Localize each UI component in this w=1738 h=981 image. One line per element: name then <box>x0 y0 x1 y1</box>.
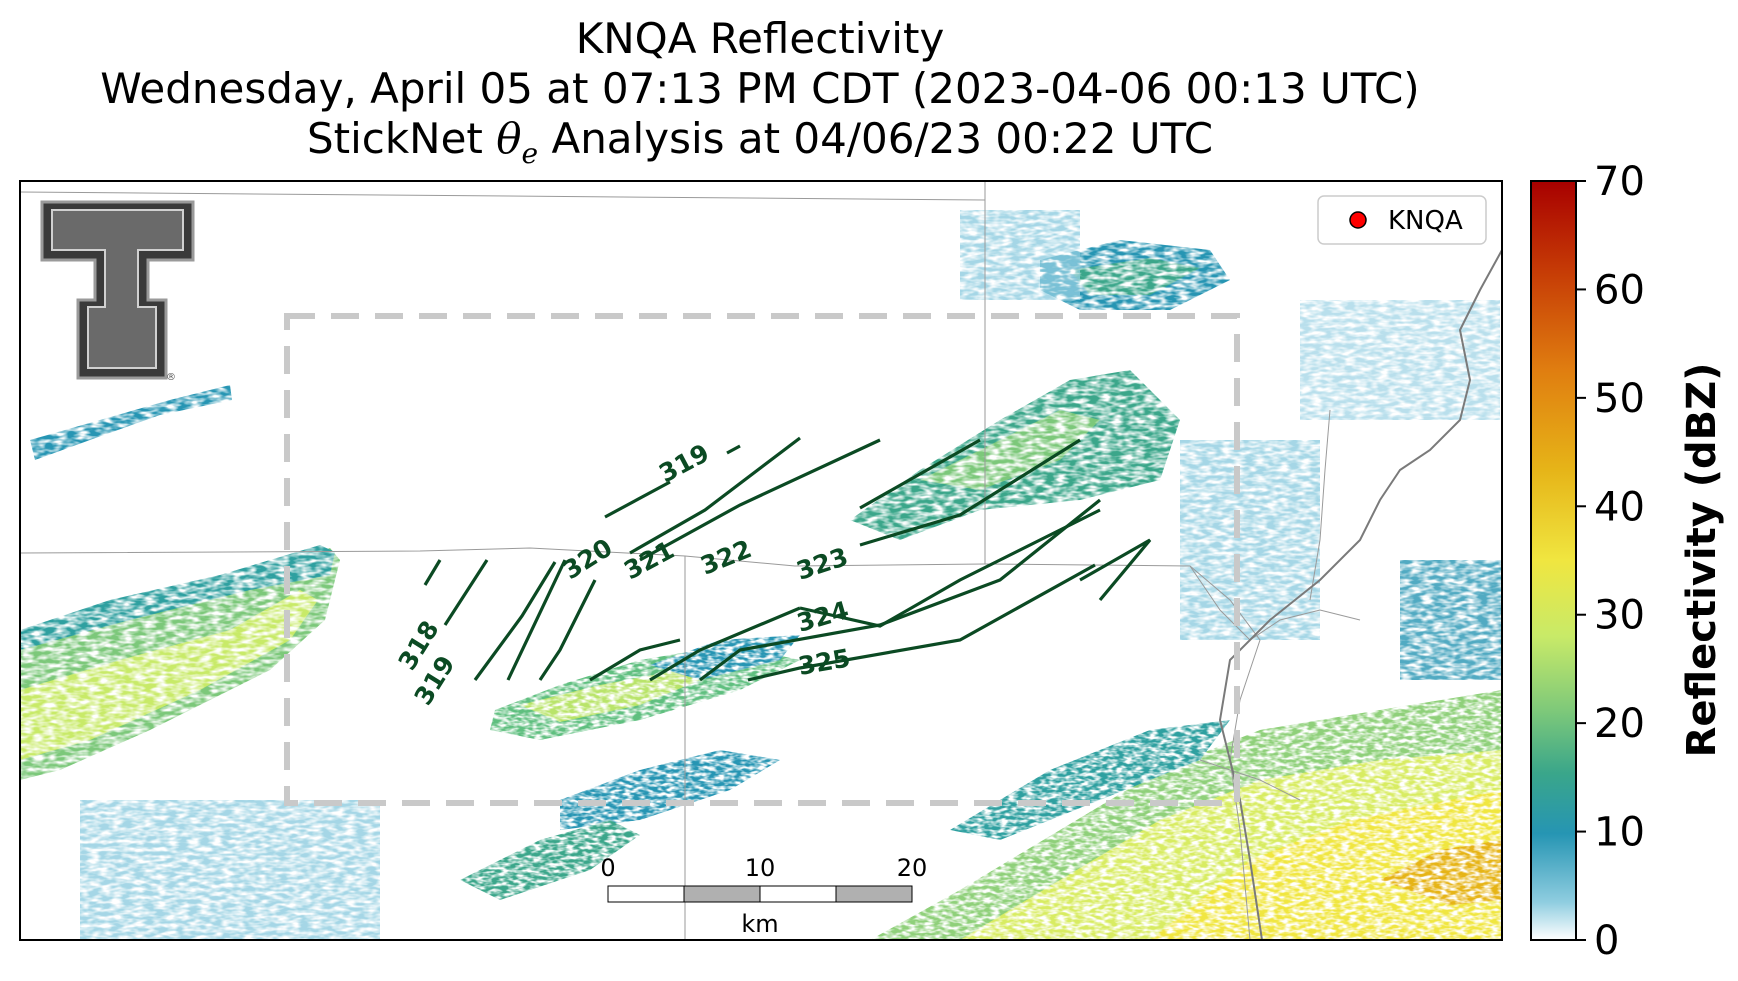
echo-band-northeast <box>850 240 1230 540</box>
colorbar-tick-label: 0 <box>1594 918 1619 964</box>
contour-318-b <box>443 559 489 626</box>
colorbar-tick-label: 50 <box>1594 376 1645 422</box>
colorbar-tick-label: 60 <box>1594 267 1645 313</box>
theta-e-contours <box>423 436 1152 682</box>
echo-band-southeast <box>870 690 1502 940</box>
echo-band-left <box>20 385 340 780</box>
analysis-domain-box <box>284 313 1240 806</box>
contour-323-top <box>859 438 1081 547</box>
state-boundary <box>1218 249 1502 940</box>
contour-319-a <box>604 480 671 519</box>
theta-symbol: θ <box>496 114 522 163</box>
colorbar-tick-label: 20 <box>1594 701 1645 747</box>
map-panel: 319 320 321 322 323 324 325 318 319 0 10… <box>19 180 1503 941</box>
contour-319-b <box>726 444 741 455</box>
colorbar-gradient <box>1530 180 1577 941</box>
colorbar-tick-label: 40 <box>1594 484 1645 530</box>
colorbar-tick-label: 70 <box>1594 159 1645 205</box>
contour-318-a <box>423 559 442 586</box>
texas-tech-logo: ® <box>40 200 195 383</box>
map-frame <box>19 180 1503 941</box>
scale-bar: 0 10 20 km <box>600 854 927 938</box>
legend-box <box>1317 195 1487 245</box>
contour-319-c <box>473 561 557 681</box>
scale-tick-0: 0 <box>600 854 615 882</box>
contour-320-top <box>629 436 801 555</box>
contour-321-b <box>589 638 681 682</box>
colorbar-label: Reflectivity (dBZ) <box>1679 363 1725 758</box>
contour-322-b <box>649 606 801 682</box>
theta-subscript: e <box>521 137 539 170</box>
contour-320-c <box>538 579 597 681</box>
contour-320-b <box>506 559 567 681</box>
logo-registered-mark: ® <box>166 372 176 383</box>
colorbar-tick-label: 10 <box>1594 810 1645 856</box>
title-line-3-suffix: Analysis at 04/06/23 00:22 UTC <box>538 114 1214 163</box>
reflectivity-field: 319 320 321 322 323 324 325 318 319 0 10… <box>20 181 1502 940</box>
legend-marker <box>1349 211 1367 229</box>
logo-inner <box>51 209 184 369</box>
colorbar-ticks: 0 10 20 30 40 50 60 70 <box>1576 159 1645 964</box>
legend-label: KNQA <box>1388 206 1463 236</box>
colorbar: 0 10 20 30 40 50 60 70 Reflectivity (dBZ) <box>1530 159 1725 964</box>
legend: KNQA <box>1317 195 1487 245</box>
contour-324-b <box>799 508 1101 628</box>
contour-324-top <box>1079 538 1152 602</box>
boundary-east-1 <box>1189 565 1361 641</box>
state-boundary-line <box>1218 249 1502 940</box>
title-line-3-prefix: StickNet <box>306 114 497 163</box>
scale-tick-20: 20 <box>897 854 928 882</box>
title-line-1: KNQA Reflectivity <box>575 14 945 63</box>
boundary-east-2 <box>1309 409 1331 601</box>
scale-unit: km <box>741 910 778 938</box>
colorbar-tick-label: 30 <box>1594 593 1645 639</box>
contour-325 <box>747 563 1096 682</box>
figure-title: KNQA Reflectivity Wednesday, April 05 at… <box>0 14 1520 179</box>
contour-322-top <box>859 438 981 510</box>
contour-321-top <box>639 438 881 562</box>
title-line-2: Wednesday, April 05 at 07:13 PM CDT (202… <box>100 64 1420 113</box>
boundary-east-3 <box>1199 759 1301 801</box>
boundary-north <box>20 191 986 201</box>
scale-tick-10: 10 <box>745 854 776 882</box>
title-line-3: StickNet θe Analysis at 04/06/23 00:22 U… <box>0 114 1520 179</box>
echo-scatter <box>80 210 1502 940</box>
